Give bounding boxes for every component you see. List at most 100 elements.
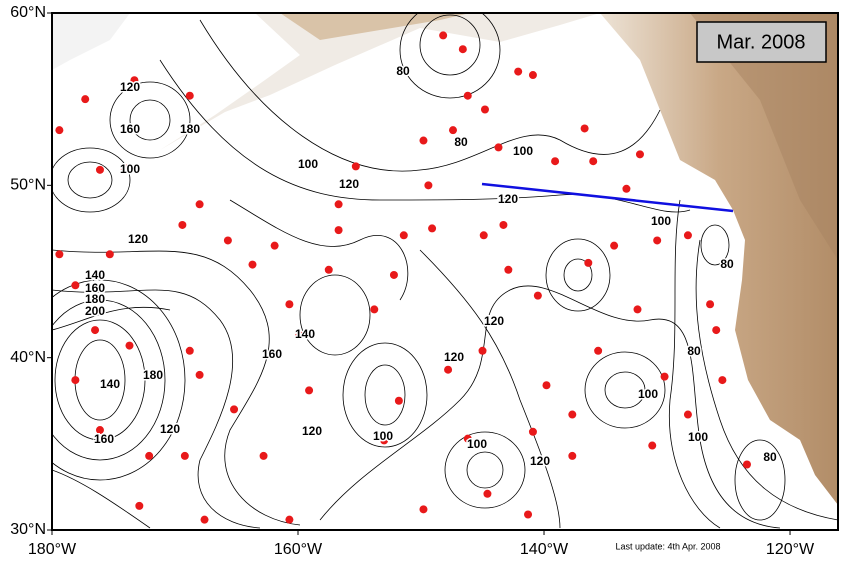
float xyxy=(568,410,577,419)
float xyxy=(479,231,488,240)
float xyxy=(334,200,343,209)
float xyxy=(514,67,523,76)
float xyxy=(494,143,503,152)
contour-label: 120 xyxy=(160,422,180,436)
float xyxy=(324,265,333,274)
contour-label: 120 xyxy=(498,192,518,206)
contour-label: 80 xyxy=(454,135,468,149)
footnote: Last update: 4th Apr. 2008 xyxy=(615,541,720,551)
float xyxy=(285,515,294,524)
title-box xyxy=(696,21,827,63)
float xyxy=(95,165,104,174)
float xyxy=(635,150,644,159)
float xyxy=(551,157,560,166)
float xyxy=(185,91,194,100)
contour-label: 160 xyxy=(85,281,105,295)
float xyxy=(419,505,428,514)
contour-label: 140 xyxy=(295,327,315,341)
y-tick-label: 30°N xyxy=(10,521,46,538)
contour-label: 160 xyxy=(94,432,114,446)
contour-label: 120 xyxy=(444,350,464,364)
float xyxy=(55,126,64,135)
float xyxy=(594,346,603,355)
float xyxy=(95,426,104,435)
float xyxy=(439,31,448,40)
contour-label: 100 xyxy=(688,430,708,444)
float xyxy=(589,157,598,166)
contour-label: 100 xyxy=(298,157,318,171)
contour-label: 140 xyxy=(100,377,120,391)
float xyxy=(660,372,669,381)
float xyxy=(295,331,304,340)
contour-label: 120 xyxy=(339,177,359,191)
float xyxy=(478,346,487,355)
float xyxy=(480,105,489,114)
float xyxy=(542,381,551,390)
title: Mar. 2008 xyxy=(717,31,806,53)
x-tick-label: 180°W xyxy=(28,541,77,558)
float xyxy=(584,258,593,267)
float xyxy=(499,220,508,229)
float xyxy=(428,224,437,233)
contour-label: 100 xyxy=(120,162,140,176)
contour-label: 180 xyxy=(143,368,163,382)
float xyxy=(370,305,379,314)
float xyxy=(380,436,389,445)
float xyxy=(683,231,692,240)
contour-labels: 8010012010080120100801201201001201401601… xyxy=(83,63,778,470)
float xyxy=(706,300,715,309)
float xyxy=(524,510,533,519)
float xyxy=(145,451,154,460)
float xyxy=(533,291,542,300)
contour-label: 120 xyxy=(120,80,140,94)
y-tick-label: 50°N xyxy=(10,177,46,194)
contour-label: 160 xyxy=(262,347,282,361)
contour-label: 80 xyxy=(396,64,410,78)
float xyxy=(285,300,294,309)
float xyxy=(71,376,80,385)
float xyxy=(742,460,751,469)
contour-label: 200 xyxy=(85,304,105,318)
float xyxy=(448,126,457,135)
contour-label: 160 xyxy=(120,122,140,136)
float xyxy=(105,250,114,259)
float xyxy=(135,501,144,510)
float xyxy=(622,184,631,193)
float xyxy=(270,241,279,250)
contour-label: 100 xyxy=(513,144,533,158)
float xyxy=(185,346,194,355)
float xyxy=(633,305,642,314)
float xyxy=(120,164,129,173)
contour-label: 180 xyxy=(180,122,200,136)
y-tick-label: 40°N xyxy=(10,349,46,366)
contour-label: 100 xyxy=(373,429,393,443)
float xyxy=(424,181,433,190)
x-tick-label: 160°W xyxy=(274,541,323,558)
float xyxy=(223,236,232,245)
float xyxy=(483,489,492,498)
float xyxy=(712,326,721,335)
float xyxy=(419,136,428,145)
contour-label: 120 xyxy=(530,454,550,468)
contour-label: 120 xyxy=(128,232,148,246)
float xyxy=(718,376,727,385)
contour-label: 100 xyxy=(651,214,671,228)
float xyxy=(195,370,204,379)
x-tick-label: 120°W xyxy=(766,541,815,558)
float xyxy=(463,434,472,443)
float xyxy=(528,71,537,80)
float xyxy=(653,236,662,245)
float xyxy=(259,451,268,460)
float xyxy=(55,250,64,259)
x-tick-label: 140°W xyxy=(520,541,569,558)
float xyxy=(504,265,513,274)
float xyxy=(444,365,453,374)
float xyxy=(71,281,80,290)
float xyxy=(248,260,257,269)
float xyxy=(130,76,139,85)
contour-label: 120 xyxy=(302,424,322,438)
floats xyxy=(55,31,751,524)
float xyxy=(351,162,360,171)
